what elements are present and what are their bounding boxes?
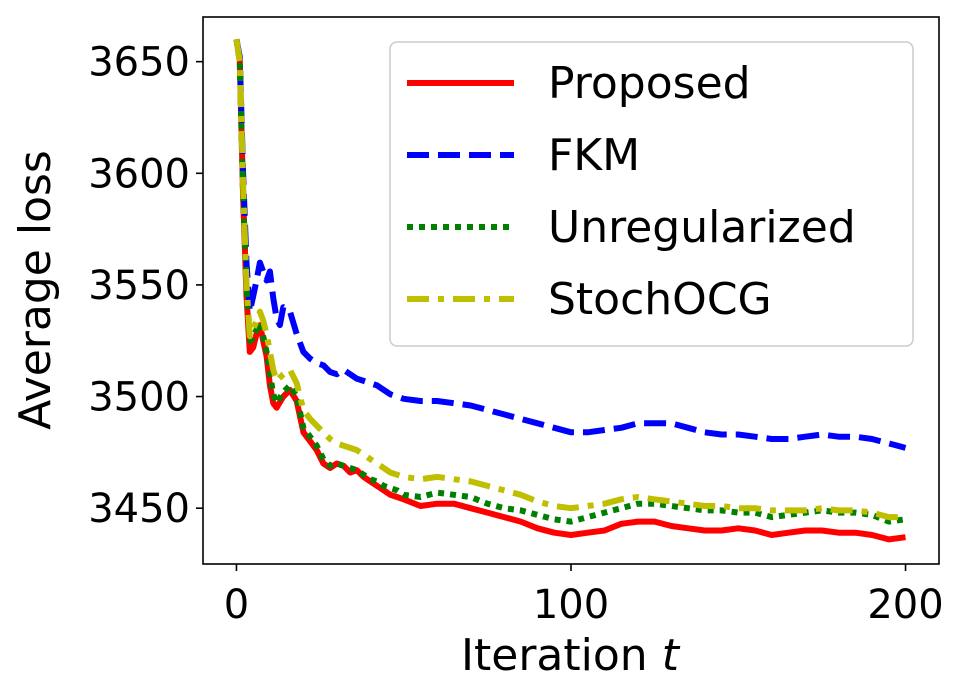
legend-box (389, 41, 914, 347)
series-layer (233, 38, 907, 543)
x-axis-label: Iteration t (461, 630, 681, 681)
x-tick-label: 0 (224, 582, 249, 628)
y-ticks: 3450 3500 3550 3600 3650 (88, 40, 203, 532)
series-line-unregularized (233, 38, 906, 525)
legend-label-proposed: Proposed (548, 58, 751, 109)
x-tick-label: 200 (867, 582, 943, 628)
y-tick-label: 3450 (88, 486, 190, 532)
legend: Proposed FKM Unregularized StochOCG (389, 41, 914, 347)
y-axis-label: Average loss (10, 150, 61, 430)
x-axis-label-variable: t (662, 630, 681, 681)
legend-label-fkm: FKM (548, 130, 640, 181)
series-line-stochocg (233, 38, 906, 521)
y-tick-label: 3500 (88, 375, 190, 421)
legend-label-stochocg: StochOCG (548, 274, 772, 325)
y-tick-label: 3550 (88, 263, 190, 309)
legend-label-unregularized: Unregularized (548, 202, 856, 253)
y-tick-label: 3600 (88, 151, 190, 197)
x-axis-label-text: Iteration (461, 630, 648, 681)
x-ticks: 0 100 200 (224, 564, 944, 628)
y-tick-label: 3650 (88, 40, 190, 86)
x-tick-label: 100 (533, 582, 609, 628)
series-line-fkm (233, 38, 907, 451)
